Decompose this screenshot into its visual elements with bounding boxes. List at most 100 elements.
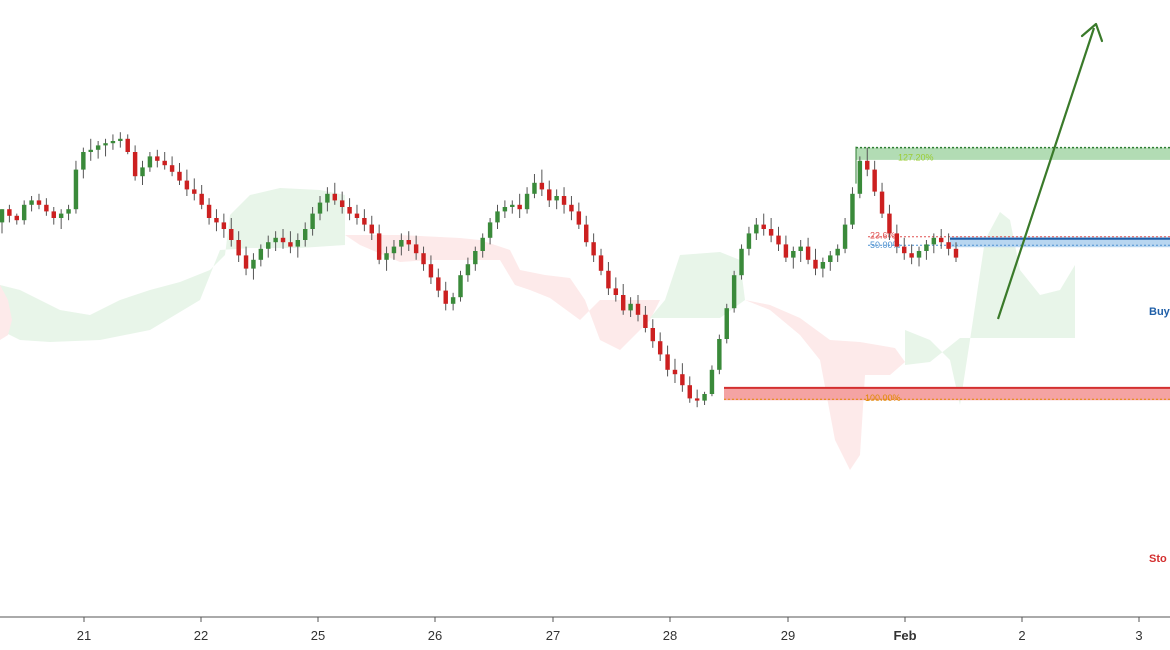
candle-body	[221, 222, 227, 229]
candle-body	[339, 200, 345, 207]
candle	[657, 332, 663, 361]
candle-body	[857, 160, 863, 194]
candle	[177, 163, 182, 185]
candle	[369, 215, 374, 240]
candle	[362, 209, 367, 232]
x-tick-label: 22	[194, 628, 208, 643]
candle	[192, 178, 197, 201]
candle	[628, 297, 633, 317]
candle-body	[140, 167, 145, 177]
candle-body	[842, 224, 848, 249]
candle	[805, 237, 811, 265]
candle	[339, 191, 345, 214]
candle-body	[938, 237, 944, 243]
candle-body	[450, 297, 456, 304]
candle-body	[879, 191, 885, 214]
candle	[88, 138, 93, 161]
candle	[879, 182, 885, 218]
candle	[58, 209, 64, 229]
candle	[458, 270, 463, 302]
candle-body	[680, 374, 685, 386]
candle	[561, 187, 567, 214]
candle	[280, 229, 286, 249]
candle	[236, 231, 241, 262]
candle	[761, 213, 766, 236]
cloud-bear-left	[0, 285, 12, 340]
candle	[310, 207, 315, 236]
candle-body	[258, 248, 264, 260]
candle-body	[820, 262, 826, 269]
candle	[872, 160, 877, 196]
candle	[21, 200, 27, 225]
candle-body	[44, 204, 49, 212]
candle	[229, 218, 234, 247]
candle-body	[88, 149, 93, 152]
x-tick-label: 3	[1135, 628, 1142, 643]
candle	[206, 198, 212, 225]
candle	[665, 345, 670, 377]
candle-body	[73, 169, 79, 210]
x-tick-label: 2	[1018, 628, 1025, 643]
candle-body	[495, 211, 500, 223]
candle	[332, 182, 338, 205]
candle	[14, 213, 20, 225]
candle	[413, 235, 419, 260]
candlestick-series	[0, 132, 959, 408]
candle	[391, 240, 397, 260]
candle-body	[584, 224, 589, 243]
candle	[302, 222, 308, 247]
candle	[29, 196, 34, 212]
candle	[295, 233, 301, 258]
candle-body	[620, 295, 626, 311]
candle-body	[66, 209, 71, 214]
candle-body	[95, 145, 101, 150]
candle	[214, 209, 219, 232]
candle-body	[887, 213, 892, 234]
candle-body	[413, 244, 419, 254]
candle	[724, 303, 729, 344]
candle-body	[510, 204, 515, 207]
candle-body	[828, 255, 833, 262]
candle	[450, 292, 456, 311]
candle	[850, 187, 855, 229]
candle-body	[576, 211, 582, 225]
candle-body	[169, 165, 175, 172]
candle	[251, 253, 256, 280]
candle	[894, 224, 900, 254]
candle	[266, 235, 271, 258]
candle	[147, 152, 153, 172]
candle	[739, 244, 744, 280]
candle	[591, 233, 596, 262]
candle-body	[21, 204, 27, 221]
candle	[532, 174, 537, 199]
candle-body	[110, 141, 116, 144]
arrow-shaft	[996, 27, 1096, 320]
candle-body	[480, 237, 485, 251]
candle	[924, 240, 929, 260]
candle	[354, 204, 360, 225]
cloud-bear-right	[745, 300, 905, 470]
fib-label-236: 23.6%	[870, 231, 896, 241]
candle	[613, 277, 619, 302]
x-tick-label: 26	[428, 628, 442, 643]
candle-body	[362, 218, 367, 225]
candle-body	[199, 193, 204, 205]
cloud-bull-left	[0, 188, 345, 342]
candle	[643, 306, 648, 333]
candle-body	[643, 314, 648, 328]
candle-body	[354, 213, 360, 218]
candle	[887, 204, 892, 240]
candle-body	[266, 242, 271, 249]
candle-body	[598, 255, 604, 271]
candle	[584, 215, 589, 247]
candle	[273, 231, 278, 251]
candle	[443, 281, 448, 311]
projection-arrow	[996, 22, 1104, 320]
candle-body	[243, 255, 249, 269]
candle-body	[473, 251, 478, 265]
candle-body	[761, 224, 766, 229]
candle-body	[783, 244, 789, 258]
candle-body	[147, 156, 153, 168]
candle-body	[791, 251, 796, 258]
